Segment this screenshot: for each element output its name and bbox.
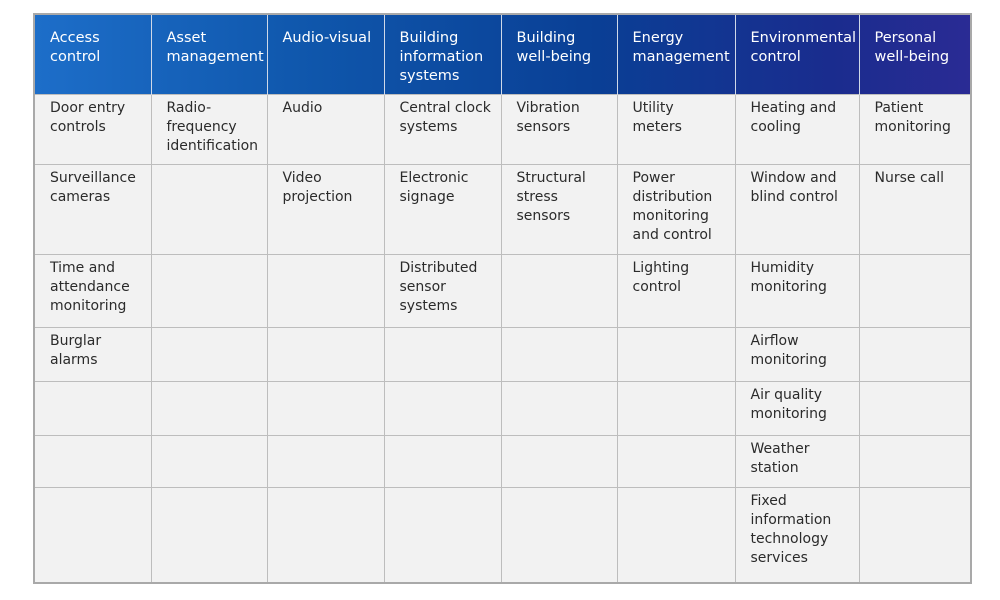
table-cell — [383, 380, 502, 436]
table-cell: Time and attendance monitoring — [33, 253, 152, 328]
table-cell: Audio — [266, 93, 385, 165]
table-cell: Utility meters — [616, 93, 736, 165]
table-cell — [616, 326, 736, 382]
table-row: Weather station — [33, 434, 972, 488]
table-cell: Airflow monitoring — [734, 326, 860, 382]
table-cell — [150, 326, 268, 382]
table-cell: Distributed sensor systems — [383, 253, 502, 328]
table-cell: Electronic signage — [383, 163, 502, 255]
table-cell — [266, 486, 385, 584]
table-cell — [150, 434, 268, 488]
table-cell — [616, 486, 736, 584]
table-cell — [150, 380, 268, 436]
column-header: Building well-being — [500, 14, 617, 94]
table-row: Fixed information technology services — [33, 486, 972, 584]
table-cell: Video projection — [266, 163, 385, 255]
table-cell — [33, 434, 152, 488]
table-cell — [500, 253, 618, 328]
table-row: Air quality monitoring — [33, 380, 972, 436]
column-header: Access control — [50, 30, 101, 65]
table-cell — [383, 434, 502, 488]
table-cell — [858, 253, 972, 328]
table-cell — [500, 434, 618, 488]
table-cell — [266, 253, 385, 328]
table-cell: Window and blind control — [734, 163, 860, 255]
table-cell: Radio-frequency identification — [150, 93, 268, 165]
table-cell — [858, 326, 972, 382]
table-row: Burglar alarms Airflow monitoring — [33, 326, 972, 382]
table-cell: Fixed information technology services — [734, 486, 860, 584]
column-header: Energy management — [616, 14, 735, 94]
table-cell — [858, 486, 972, 584]
column-header: Personal well-being — [858, 14, 971, 94]
table-cell: Vibration sensors — [500, 93, 618, 165]
table-cell: Power distribution monitoring and contro… — [616, 163, 736, 255]
table-cell — [616, 380, 736, 436]
table-row: Time and attendance monitoring Distribut… — [33, 253, 972, 328]
table-cell — [266, 380, 385, 436]
table-cell: Lighting control — [616, 253, 736, 328]
table-cell — [266, 326, 385, 382]
building-systems-table: Access control Asset management Audio-vi… — [33, 13, 972, 584]
table-cell: Structural stress sensors — [500, 163, 618, 255]
table-cell: Central clock systems — [383, 93, 502, 165]
table-cell — [500, 326, 618, 382]
table-cell — [150, 253, 268, 328]
table-cell — [858, 380, 972, 436]
table-cell — [383, 486, 502, 584]
table-cell: Burglar alarms — [33, 326, 152, 382]
table-cell: Heating and cooling — [734, 93, 860, 165]
table-row: Surveillance cameras Video projection El… — [33, 163, 972, 255]
table-cell: Patient monitoring — [858, 93, 972, 165]
table-cell — [616, 434, 736, 488]
table-cell — [858, 434, 972, 488]
table-row: Door entry controls Radio-frequency iden… — [33, 93, 972, 165]
table-cell — [150, 163, 268, 255]
table-cell — [33, 380, 152, 436]
table-cell — [500, 380, 618, 436]
table-body: Door entry controls Radio-frequency iden… — [33, 93, 972, 584]
table-cell — [266, 434, 385, 488]
column-header: Environmental control — [734, 14, 859, 94]
column-header: Asset management — [150, 14, 267, 94]
table-cell — [33, 486, 152, 584]
table-header: Access control Asset management Audio-vi… — [34, 14, 971, 94]
table-cell: Weather station — [734, 434, 860, 488]
table-cell — [500, 486, 618, 584]
column-header: Audio-visual — [266, 14, 384, 94]
table-cell: Nurse call — [858, 163, 972, 255]
table-cell: Door entry controls — [33, 93, 152, 165]
header-row: Access control Asset management Audio-vi… — [34, 14, 971, 94]
table-cell: Humidity monitoring — [734, 253, 860, 328]
table-cell: Air quality monitoring — [734, 380, 860, 436]
table-cell — [383, 326, 502, 382]
table-cell: Surveillance cameras — [33, 163, 152, 255]
column-header: Building information systems — [383, 14, 501, 94]
table-cell — [150, 486, 268, 584]
